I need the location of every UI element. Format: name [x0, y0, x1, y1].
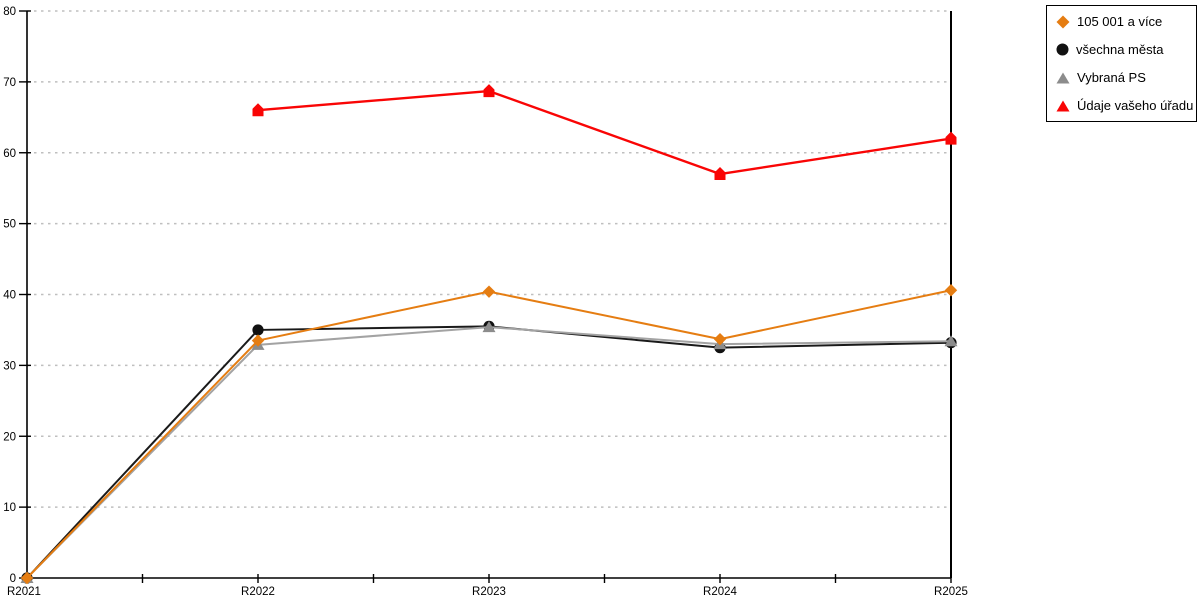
y-tick-label: 70 — [3, 77, 16, 89]
data-point — [482, 285, 496, 298]
x-tick-label: R2024 — [703, 586, 737, 598]
y-tick-label: 30 — [3, 360, 16, 372]
legend-item: všechna města — [1056, 42, 1188, 57]
y-tick-label: 50 — [3, 219, 16, 231]
data-point — [944, 284, 958, 297]
x-tick-label: R2023 — [472, 586, 506, 598]
diamond-marker-icon — [1056, 15, 1070, 28]
data-point — [252, 103, 264, 117]
triangle-marker-icon — [1056, 100, 1070, 111]
y-tick-label: 20 — [3, 431, 16, 443]
data-point — [251, 334, 265, 347]
triangle-marker-icon — [1056, 72, 1070, 83]
y-tick-label: 10 — [3, 502, 16, 514]
y-tick-label: 0 — [10, 573, 16, 585]
y-tick-label: 40 — [3, 290, 16, 302]
legend-label: 105 001 a více — [1077, 14, 1163, 29]
x-tick-label: R2025 — [934, 586, 968, 598]
legend-label: Vybraná PS — [1077, 70, 1146, 85]
circle-marker-icon — [1056, 43, 1069, 56]
chart-legend: 105 001 a více všechna města Vybraná PS … — [1046, 5, 1197, 122]
x-tick-label: R2022 — [241, 586, 275, 598]
legend-item: Údaje vašeho úřadu — [1056, 98, 1193, 113]
data-point — [20, 571, 34, 585]
series-line — [26, 325, 952, 579]
series-line — [26, 289, 952, 579]
data-point — [483, 84, 495, 98]
y-tick-label: 60 — [3, 148, 16, 160]
data-point — [713, 332, 727, 346]
legend-label: všechna města — [1076, 42, 1164, 57]
data-point — [945, 131, 957, 145]
data-point — [714, 167, 726, 181]
data-point — [944, 335, 958, 347]
legend-item: 105 001 a více — [1056, 14, 1188, 29]
legend-item: Vybraná PS — [1056, 70, 1188, 85]
series-line — [257, 89, 952, 176]
y-tick-label: 80 — [3, 6, 16, 18]
x-tick-label: R2021 — [7, 586, 41, 598]
data-point — [252, 324, 264, 336]
legend-label: Údaje vašeho úřadu — [1077, 98, 1194, 113]
data-point — [482, 321, 496, 333]
